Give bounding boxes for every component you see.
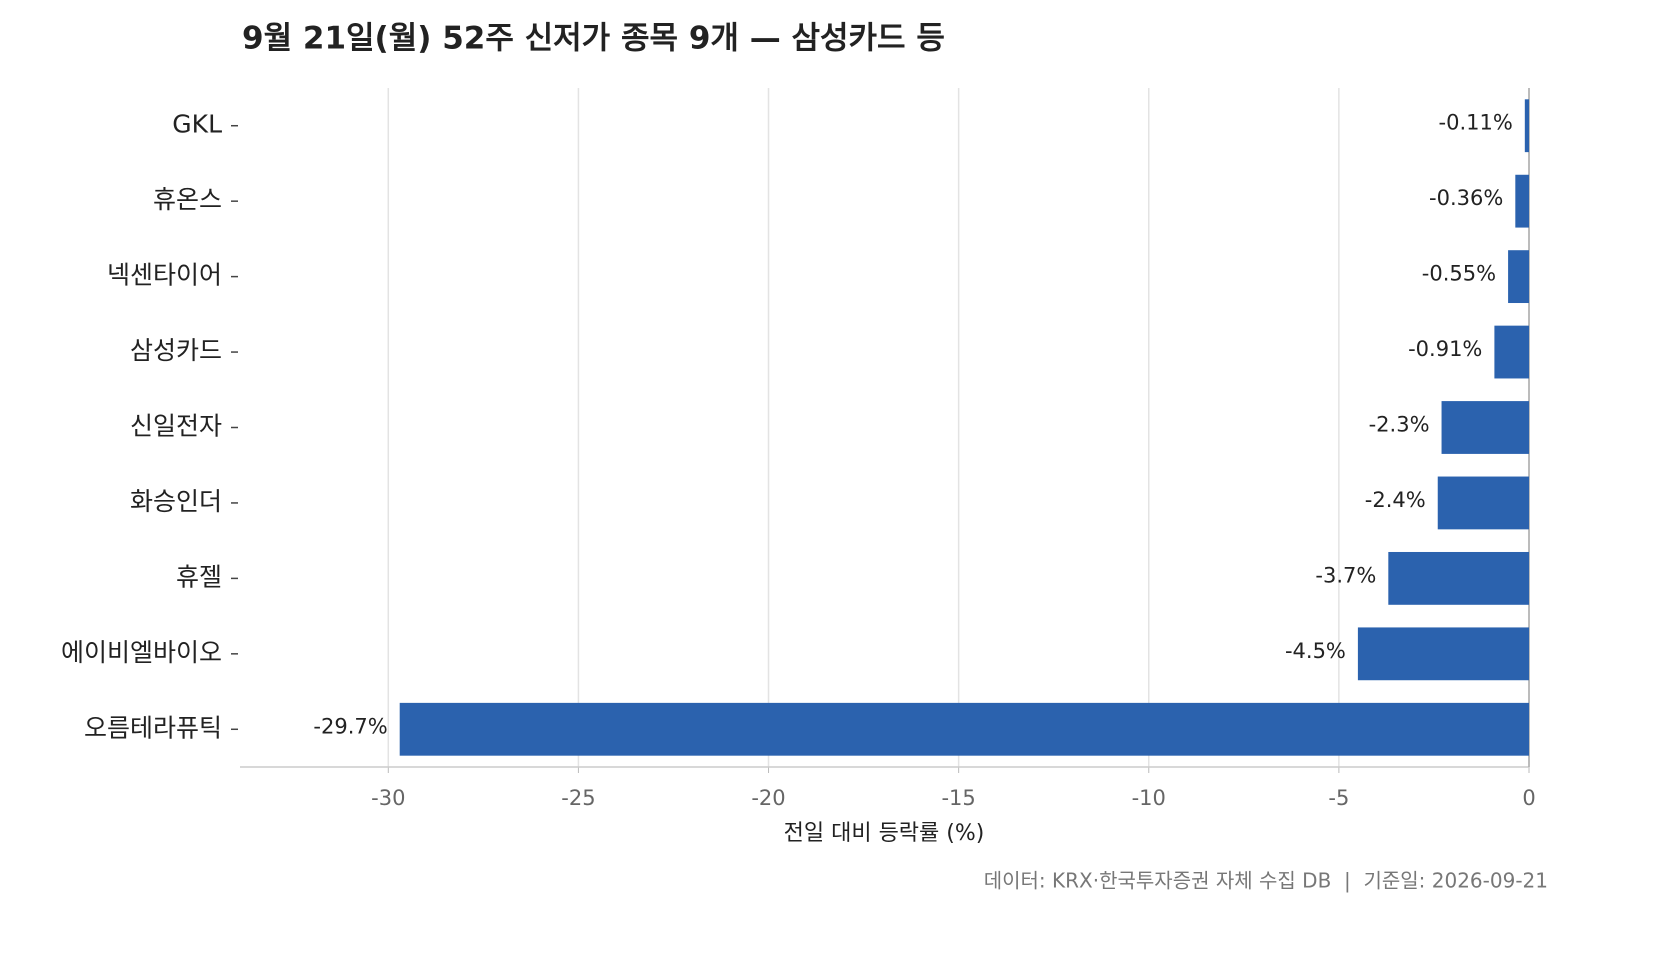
value-label: -0.55% <box>1422 262 1496 286</box>
bar <box>1524 99 1529 153</box>
x-tick-label: 0 <box>1522 786 1535 810</box>
y-tick-label: 휴젤 <box>176 562 222 591</box>
y-tick-label: 에이비엘바이오 <box>61 638 222 667</box>
x-tick-label: -20 <box>751 786 785 810</box>
x-tick-label: -15 <box>941 786 975 810</box>
bar <box>399 702 1530 756</box>
x-tick-label: -10 <box>1132 786 1166 810</box>
x-tick-label: -5 <box>1328 786 1349 810</box>
y-tick-label: GKL <box>172 110 222 139</box>
value-label: -29.7% <box>313 714 387 738</box>
x-axis-label: 전일 대비 등락률 (%) <box>784 821 985 846</box>
y-tick-label: 신일전자 <box>130 412 222 441</box>
value-label: -4.5% <box>1285 639 1346 663</box>
y-tick-label: 넥센타이어 <box>107 261 222 290</box>
bar <box>1437 476 1529 530</box>
x-tick-label: -25 <box>561 786 595 810</box>
bar <box>1357 627 1529 681</box>
value-label: -0.91% <box>1408 337 1482 361</box>
x-tick-label: -30 <box>371 786 405 810</box>
value-label: -0.11% <box>1439 111 1513 135</box>
chart-title: 9월 21일(월) 52주 신저가 종목 9개 — 삼성카드 등 <box>242 21 945 57</box>
bar <box>1388 551 1529 605</box>
footnote: 데이터: KRX·한국투자증권 자체 수집 DB | 기준일: 2026-09-… <box>984 869 1548 893</box>
bar <box>1441 401 1529 454</box>
y-tick-label: 화승인더 <box>130 487 222 516</box>
y-tick-label: 휴온스 <box>153 185 222 214</box>
y-tick-label: 오름테라퓨틱 <box>84 713 222 742</box>
bar <box>1494 325 1529 379</box>
value-label: -2.4% <box>1365 488 1426 512</box>
bar <box>1508 250 1529 304</box>
y-tick-label: 삼성카드 <box>130 336 222 365</box>
value-label: -3.7% <box>1315 563 1376 587</box>
value-label: -2.3% <box>1369 413 1430 437</box>
bar <box>1515 174 1529 228</box>
value-label: -0.36% <box>1429 186 1503 210</box>
